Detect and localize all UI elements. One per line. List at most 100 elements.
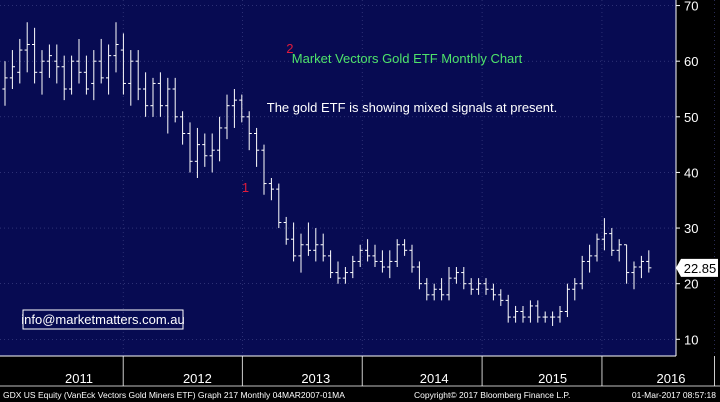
ohlc-bar: [342, 267, 348, 284]
ohlc-bar: [372, 244, 378, 267]
ohlc-bar: [476, 278, 482, 295]
ohlc-bar: [609, 228, 615, 256]
ohlc-bar: [246, 111, 252, 151]
ohlc-bar: [39, 50, 45, 95]
ohlc-bar: [187, 122, 193, 173]
ohlc-bar: [91, 50, 97, 101]
footer-source: GDX US Equity (VanEck Vectors Gold Miner…: [3, 390, 345, 400]
x-axis: 2011201220132014201520162017: [0, 355, 720, 387]
ohlc-bar: [231, 89, 237, 128]
ohlc-bar: [350, 255, 356, 279]
ohlc-bar: [254, 127, 260, 167]
ohlc-bar: [150, 77, 156, 117]
ohlc-bar: [646, 250, 652, 273]
ohlc-bar: [32, 27, 38, 84]
ohlc-bar: [461, 267, 467, 290]
ohlc-bar: [165, 77, 171, 134]
x-tick-label: 2012: [183, 371, 212, 386]
ohlc-bar: [276, 183, 282, 229]
ohlc-bar: [128, 50, 134, 106]
ohlc-bar: [542, 311, 548, 323]
ohlc-bar: [564, 283, 570, 318]
ohlc-bar: [624, 244, 630, 284]
ohlc-bar: [505, 294, 511, 323]
ohlc-bar: [202, 133, 208, 167]
ohlc-bar: [46, 44, 52, 78]
ohlc-bar: [180, 111, 186, 145]
ohlc-bar: [291, 222, 297, 262]
y-tick-label: 50: [684, 110, 698, 125]
ohlc-bar: [69, 55, 75, 95]
ohlc-bar: [587, 244, 593, 273]
ohlc-bar: [268, 178, 274, 201]
ohlc-bar: [76, 38, 82, 84]
ohlc-bar: [320, 233, 326, 262]
ohlc-bar: [209, 133, 215, 173]
ohlc-bar: [572, 278, 578, 301]
ohlc-bar: [409, 244, 415, 273]
ohlc-bar: [520, 305, 526, 323]
annotations: 1234 - ?31.7912.40: [242, 41, 294, 195]
ohlc-bar: [601, 218, 607, 251]
ohlc-bar: [365, 239, 371, 262]
x-tick-label: 2015: [538, 371, 567, 386]
plot-area: [0, 0, 676, 356]
ohlc-bar: [98, 38, 104, 84]
ohlc-bar: [61, 55, 67, 101]
ohlc-bar: [261, 144, 267, 195]
ohlc-bar: [283, 216, 289, 245]
grid-lines: [0, 0, 715, 356]
ohlc-bar: [357, 244, 363, 267]
chart-title: Market Vectors Gold ETF Monthly Chart: [292, 51, 523, 66]
ohlc-bar: [424, 278, 430, 301]
ohlc-bar: [305, 222, 311, 256]
ohlc-bar: [143, 72, 149, 117]
ohlc-bar: [387, 250, 393, 279]
ohlc-bar: [17, 38, 23, 84]
ohlc-bar: [513, 305, 519, 323]
ohlc-bar: [120, 33, 126, 95]
last-price-tag: 22.85: [676, 258, 718, 277]
ohlc-bar: [446, 267, 452, 301]
ohlc-bar: [2, 61, 8, 106]
ohlc-bar: [638, 255, 644, 279]
watermark-box: info@marketmatters.com.au: [21, 309, 185, 330]
ohlc-bar: [431, 283, 437, 301]
ohlc-bar: [24, 22, 30, 73]
ohlc-bar: [328, 250, 334, 279]
annotation-label: 2: [286, 41, 293, 56]
ohlc-bar: [453, 267, 459, 284]
ohlc-bar: [335, 261, 341, 284]
ohlc-bar: [579, 255, 585, 290]
ohlc-bar: [557, 305, 563, 323]
ohlc-bar: [217, 116, 223, 162]
footer-timestamp: 01-Mar-2017 08:57:18: [632, 390, 716, 400]
y-tick-label: 30: [684, 221, 698, 236]
ohlc-bar: [224, 94, 230, 140]
ohlc-bar: [313, 228, 319, 262]
ohlc-bar: [379, 250, 385, 273]
ohlc-bar: [616, 239, 622, 262]
ohlc-bar: [83, 55, 89, 95]
chart-subtitle: The gold ETF is showing mixed signals at…: [267, 100, 557, 115]
footer: GDX US Equity (VanEck Vectors Gold Miner…: [3, 390, 716, 400]
ohlc-bar: [157, 72, 163, 117]
ohlc-bar: [631, 261, 637, 290]
x-tick-label: 2011: [65, 371, 93, 386]
ohlc-bar: [194, 127, 200, 178]
ohlc-bar: [135, 50, 141, 101]
ohlc-bar: [535, 300, 541, 323]
last-price-label: 22.85: [684, 261, 717, 276]
footer-copyright: Copyright© 2017 Bloomberg Finance L.P.: [414, 390, 570, 400]
ohlc-bar: [9, 50, 15, 89]
ohlc-bar: [416, 261, 422, 290]
ohlc-bar: [439, 278, 445, 301]
ohlc-bar: [394, 239, 400, 267]
y-axis: 10 20 30 40 50 60 70: [675, 0, 698, 356]
ohlc-bars: [2, 22, 652, 326]
watermark-text: info@marketmatters.com.au: [21, 312, 184, 327]
ohlc-bar: [550, 311, 556, 326]
y-tick-label: 10: [684, 332, 698, 347]
ohlc-bar: [172, 77, 178, 123]
